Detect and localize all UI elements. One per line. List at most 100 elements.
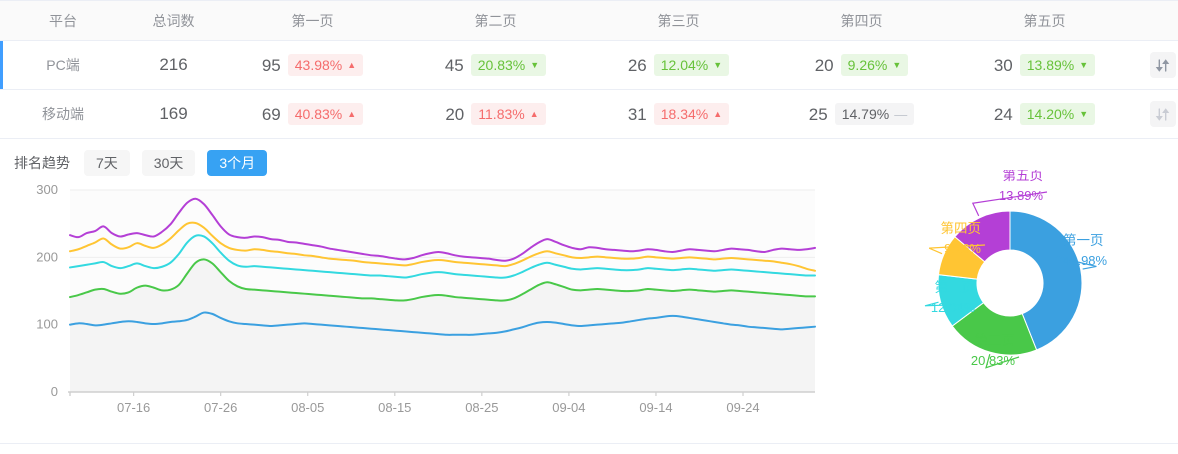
line-series-第四页 bbox=[69, 221, 816, 272]
page-count-value: 45 bbox=[444, 55, 464, 75]
line-series-第三页 bbox=[69, 234, 816, 279]
y-axis-tick-label: 100 bbox=[36, 317, 58, 332]
donut-chart-svg: 第一页 43.98% 第二页 20.83% 第三页 12.04% 第四页 9.26% 第五页 13… bbox=[924, 167, 1108, 369]
page-percent-value: 40.83% bbox=[294, 106, 343, 122]
rank-table: 平台 总词数 第一页 第二页 第三页 第四页 第五页 PC端 216 95 43.98… bbox=[0, 0, 1178, 139]
x-axis-tick-label: 08-05 bbox=[291, 400, 324, 415]
page-cell-inner: 95 43.98% ▲ bbox=[221, 54, 404, 76]
cell-page-2: 45 20.83% ▼ bbox=[404, 40, 587, 90]
page-count-value: 95 bbox=[261, 55, 281, 75]
column-header-page-1: 第一页 bbox=[221, 0, 404, 41]
arrow-down-icon: ▼ bbox=[1079, 108, 1089, 119]
line-chart-area-fill bbox=[70, 259, 815, 392]
cell-total-keywords: 216 bbox=[126, 40, 221, 90]
page-cell-inner: 20 11.83% ▲ bbox=[404, 103, 587, 125]
platform-label: PC端 bbox=[46, 57, 80, 73]
arrow-up-icon: ▲ bbox=[347, 59, 357, 70]
donut-slice-第五页[interactable] bbox=[954, 210, 1011, 263]
sort-icon[interactable] bbox=[1149, 52, 1176, 78]
page-count-value: 26 bbox=[627, 55, 647, 75]
range-button-30d[interactable]: 30天 bbox=[141, 149, 196, 177]
page-cell-inner: 20 9.26% ▼ bbox=[770, 54, 953, 76]
cell-actions bbox=[1136, 89, 1178, 139]
table-row[interactable]: 移动端 169 69 40.83% ▲ 20 11.83% ▲ 31 18.34% ▲ 25 14.79… bbox=[0, 89, 1178, 139]
column-header-actions bbox=[1136, 0, 1178, 41]
page-count-value: 30 bbox=[993, 55, 1013, 75]
column-header-page-3: 第三页 bbox=[587, 0, 770, 41]
table-body: PC端 216 95 43.98% ▲ 45 20.83% ▼ 26 12.04% ▼ 20 9.26%… bbox=[0, 40, 1178, 139]
donut-slice-第一页[interactable] bbox=[1009, 210, 1083, 351]
sort-icon[interactable] bbox=[1149, 101, 1176, 127]
page-cell-inner: 25 14.79% — bbox=[770, 103, 953, 125]
page-percent-badge: 43.98% ▲ bbox=[287, 54, 364, 76]
donut-leader-line bbox=[928, 244, 986, 255]
page-percent-value: 43.98% bbox=[294, 57, 343, 73]
column-header-page-4: 第四页 bbox=[770, 0, 953, 41]
platform-label: 移动端 bbox=[42, 106, 84, 122]
page-cell-inner: 45 20.83% ▼ bbox=[404, 54, 587, 76]
arrow-up-icon: ▲ bbox=[529, 108, 539, 119]
donut-label-title: 第四页 bbox=[941, 220, 982, 236]
donut-label-title: 第二页 bbox=[975, 332, 1016, 348]
page-percent-value: 20.83% bbox=[477, 57, 526, 73]
page-percent-badge: 18.34% ▲ bbox=[653, 103, 730, 125]
page-percent-value: 12.04% bbox=[660, 57, 709, 73]
page-cell-inner: 30 13.89% ▼ bbox=[953, 54, 1136, 76]
page-percent-badge: 13.89% ▼ bbox=[1019, 54, 1096, 76]
cell-actions bbox=[1136, 40, 1178, 90]
y-axis-tick-label: 200 bbox=[36, 249, 58, 264]
panel-bottom-divider bbox=[0, 443, 1178, 444]
x-axis-tick-label: 08-15 bbox=[378, 400, 411, 415]
donut-leader-line bbox=[971, 191, 1048, 217]
column-header-total: 总词数 bbox=[126, 0, 221, 41]
page-count-value: 31 bbox=[627, 104, 647, 124]
page-percent-value: 18.34% bbox=[660, 106, 709, 122]
page-count-value: 24 bbox=[993, 104, 1013, 124]
page-count-value: 20 bbox=[445, 104, 465, 124]
page-percent-badge: 14.20% ▼ bbox=[1019, 103, 1096, 125]
x-axis-tick-label: 09-14 bbox=[639, 400, 672, 415]
page-percent-value: 14.20% bbox=[1026, 106, 1075, 122]
page-percent-badge: 9.26% ▼ bbox=[840, 54, 909, 76]
page-percent-badge: 20.83% ▼ bbox=[470, 54, 547, 76]
page-percent-value: 11.83% bbox=[478, 106, 525, 122]
x-axis-tick-label: 07-16 bbox=[117, 400, 150, 415]
cell-page-3: 31 18.34% ▲ bbox=[587, 89, 770, 139]
donut-label-percent: 13.89% bbox=[999, 188, 1044, 203]
page-percent-badge: 11.83% ▲ bbox=[471, 103, 546, 125]
range-button-3m[interactable]: 3个月 bbox=[207, 149, 268, 177]
donut-leader-line bbox=[985, 354, 1020, 369]
table-row[interactable]: PC端 216 95 43.98% ▲ 45 20.83% ▼ 26 12.04% ▼ 20 9.26%… bbox=[0, 40, 1178, 90]
donut-label-title: 第三页 bbox=[935, 279, 976, 295]
x-axis-tick-label: 09-24 bbox=[726, 400, 759, 415]
x-axis-tick-label: 09-04 bbox=[552, 400, 585, 415]
charts-area: 0 100 200 300 07-16 07-26 08-05 08-15 08-25 09-04… bbox=[0, 167, 1178, 444]
rank-trend-line-chart[interactable]: 0 100 200 300 07-16 07-26 08-05 08-15 08-25 09-04… bbox=[0, 170, 845, 444]
page-cell-inner: 31 18.34% ▲ bbox=[587, 103, 770, 125]
x-axis-tick-label: 07-26 bbox=[204, 400, 237, 415]
page-percent-badge: 14.79% — bbox=[834, 103, 915, 125]
column-header-page-5: 第五页 bbox=[953, 0, 1136, 41]
line-chart-svg: 0 100 200 300 07-16 07-26 08-05 08-15 08-25 09-04… bbox=[36, 182, 816, 415]
line-series-第五页 bbox=[69, 197, 816, 262]
page-count-value: 25 bbox=[808, 104, 828, 124]
page-percent-value: 9.26% bbox=[847, 57, 888, 73]
page-percent-value: 13.89% bbox=[1026, 57, 1075, 73]
total-keywords-value: 216 bbox=[159, 55, 188, 74]
page-distribution-donut-chart[interactable]: 第一页 43.98% 第二页 20.83% 第三页 12.04% 第四页 9.26% 第五页 13… bbox=[845, 167, 1178, 444]
arrow-down-icon: ▼ bbox=[1079, 59, 1089, 70]
cell-page-1: 95 43.98% ▲ bbox=[221, 40, 404, 90]
table-header-row: 平台 总词数 第一页 第二页 第三页 第四页 第五页 bbox=[0, 0, 1178, 41]
y-axis-tick-label: 300 bbox=[36, 182, 58, 197]
table-header: 平台 总词数 第一页 第二页 第三页 第四页 第五页 bbox=[0, 0, 1178, 41]
page-count-value: 69 bbox=[261, 104, 281, 124]
cell-page-5: 30 13.89% ▼ bbox=[953, 40, 1136, 90]
donut-leader-line bbox=[1056, 256, 1097, 270]
cell-page-2: 20 11.83% ▲ bbox=[404, 89, 587, 139]
trend-toolbar: 排名趋势 7天 30天 3个月 bbox=[0, 139, 1178, 177]
range-button-7d[interactable]: 7天 bbox=[84, 149, 130, 177]
total-keywords-value: 169 bbox=[159, 104, 188, 123]
page-count-value: 20 bbox=[814, 55, 834, 75]
page-cell-inner: 24 14.20% ▼ bbox=[953, 103, 1136, 125]
